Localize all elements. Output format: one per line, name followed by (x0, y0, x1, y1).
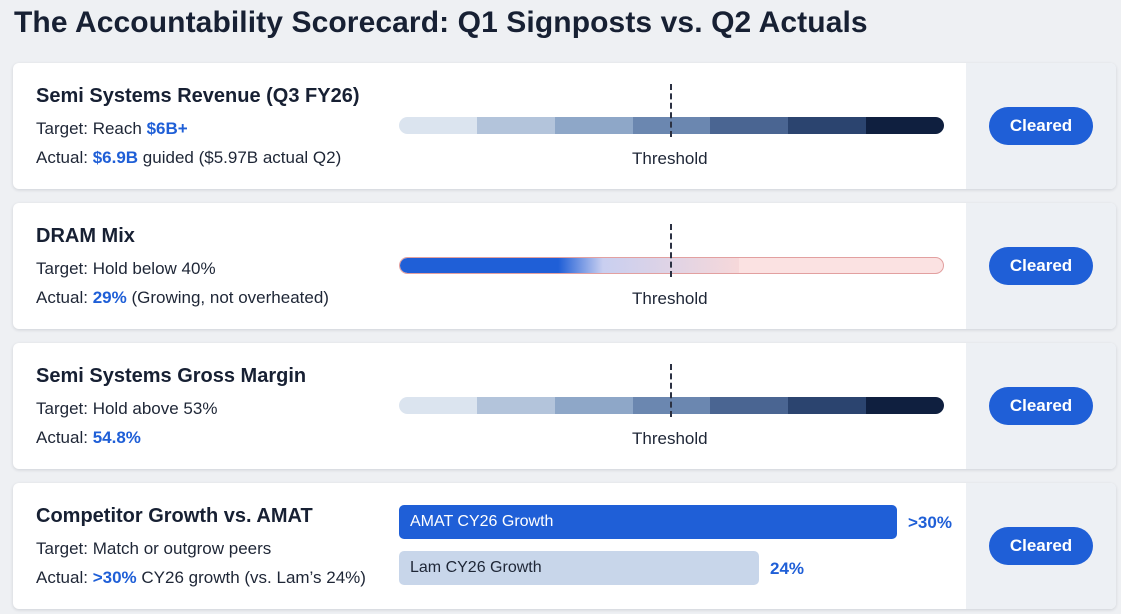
threshold-label: Threshold (632, 289, 708, 308)
target-value: $6B+ (146, 119, 188, 138)
target-prefix: Target: (36, 399, 93, 418)
card-title: Semi Systems Gross Margin (36, 365, 307, 387)
dram-mix-fill (400, 258, 603, 273)
amat-growth-value: >30% (908, 513, 952, 532)
bar-segment (476, 397, 555, 414)
target-text: Hold above 53% (92, 399, 218, 418)
amat-growth-bar: AMAT CY26 Growth (399, 505, 897, 539)
status-badge-cleared[interactable]: Cleared (989, 107, 1093, 145)
card-title: Semi Systems Revenue (Q3 FY26) (36, 85, 360, 107)
bar-segment (554, 117, 633, 134)
status-badge-cleared[interactable]: Cleared (989, 247, 1093, 285)
lam-growth-value: 24% (770, 559, 805, 578)
actual-value: $6.9B (92, 148, 139, 167)
target-prefix: Target: (36, 259, 93, 278)
bar-segment (866, 117, 944, 134)
status-badge-cleared[interactable]: Cleared (989, 527, 1093, 565)
actual-text: (Growing, not overheated) (126, 288, 329, 307)
threshold-marker (670, 224, 672, 277)
threshold-label: Threshold (632, 149, 708, 168)
bar-label: Lam CY26 Growth (410, 559, 542, 576)
actual-prefix: Actual: (36, 428, 93, 447)
lam-growth-bar: Lam CY26 Growth (399, 551, 759, 585)
target-line: Target: Hold above 53% (36, 399, 217, 419)
actual-prefix: Actual: (36, 568, 93, 587)
target-text: Hold below 40% (92, 259, 216, 278)
bar-segment (710, 397, 789, 414)
target-text: Match or outgrow peers (92, 539, 272, 558)
actual-line: Actual: $6.9B guided ($5.97B actual Q2) (36, 148, 341, 168)
target-prefix: Target: (36, 539, 93, 558)
actual-line: Actual: 29% (Growing, not overheated) (36, 288, 329, 308)
bar-segment (476, 117, 555, 134)
page-title: The Accountability Scorecard: Q1 Signpos… (14, 6, 868, 39)
status-column: Cleared (966, 203, 1116, 329)
target-line: Target: Match or outgrow peers (36, 539, 271, 559)
target-line: Target: Reach $6B+ (36, 119, 188, 139)
target-prefix: Target: (36, 119, 93, 138)
bar-segment (788, 397, 867, 414)
bar-segment (710, 117, 789, 134)
target-line: Target: Hold below 40% (36, 259, 216, 279)
actual-text: CY26 growth (vs. Lam’s 24%) (136, 568, 366, 587)
threshold-marker (670, 84, 672, 137)
scorecard-card-semi-revenue: Semi Systems Revenue (Q3 FY26) Target: R… (13, 63, 1116, 189)
status-column: Cleared (966, 63, 1116, 189)
bar-segment (399, 397, 477, 414)
actual-line: Actual: 54.8% (36, 428, 141, 448)
card-title: DRAM Mix (36, 225, 135, 247)
bar-label: AMAT CY26 Growth (410, 513, 554, 530)
actual-line: Actual: >30% CY26 growth (vs. Lam’s 24%) (36, 568, 366, 588)
bar-segment (866, 397, 944, 414)
actual-prefix: Actual: (36, 288, 93, 307)
bar-segment (399, 117, 477, 134)
card-title: Competitor Growth vs. AMAT (36, 505, 313, 527)
bar-segment (788, 117, 867, 134)
status-column: Cleared (966, 483, 1116, 609)
threshold-marker (670, 364, 672, 417)
bar-segment (554, 397, 633, 414)
status-column: Cleared (966, 343, 1116, 469)
actual-text: guided ($5.97B actual Q2) (138, 148, 342, 167)
scorecard-card-gross-margin: Semi Systems Gross Margin Target: Hold a… (13, 343, 1116, 469)
actual-prefix: Actual: (36, 148, 93, 167)
threshold-label: Threshold (632, 429, 708, 448)
scorecard-card-competitor-growth: Competitor Growth vs. AMAT Target: Match… (13, 483, 1116, 609)
target-text: Reach (92, 119, 147, 138)
actual-value: 29% (92, 288, 127, 307)
actual-value: >30% (92, 568, 137, 587)
status-badge-cleared[interactable]: Cleared (989, 387, 1093, 425)
scorecard-card-dram-mix: DRAM Mix Target: Hold below 40% Actual: … (13, 203, 1116, 329)
actual-value: 54.8% (92, 428, 141, 447)
